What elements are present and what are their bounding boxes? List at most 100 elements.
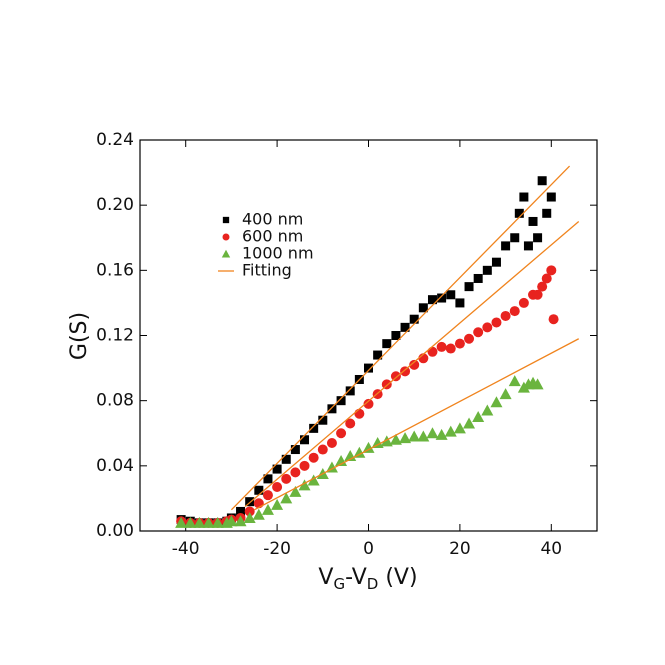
- point: [380, 435, 393, 447]
- legend-swatch: [222, 233, 230, 241]
- point: [523, 241, 533, 251]
- x-label-part: (V): [378, 565, 417, 590]
- point: [317, 444, 328, 455]
- point: [491, 257, 501, 267]
- point: [400, 322, 410, 332]
- point: [482, 265, 492, 275]
- legend-label: 400 nm: [242, 210, 303, 229]
- point: [290, 467, 301, 478]
- point: [345, 418, 356, 429]
- point: [464, 333, 475, 344]
- point: [531, 378, 544, 390]
- point: [308, 452, 319, 463]
- point: [518, 297, 529, 308]
- legend-swatch: [221, 249, 231, 258]
- fit-line: [230, 165, 580, 511]
- x-tick-label: -20: [263, 539, 291, 559]
- y-tick-label: 0.24: [96, 130, 134, 150]
- point: [261, 503, 274, 515]
- legend-label: 1000 nm: [242, 244, 314, 263]
- point: [362, 441, 375, 453]
- point: [243, 511, 256, 523]
- point: [271, 498, 284, 510]
- point: [298, 479, 311, 491]
- point: [371, 437, 384, 449]
- point: [202, 516, 215, 528]
- point: [263, 474, 273, 484]
- point: [300, 435, 310, 445]
- x-label-part: V: [318, 565, 333, 590]
- point: [501, 241, 511, 251]
- point: [463, 417, 476, 429]
- point: [289, 485, 302, 497]
- x-tick-label: -40: [172, 539, 200, 559]
- point: [211, 516, 224, 528]
- x-label-subscript: G: [333, 575, 345, 593]
- point: [436, 341, 447, 352]
- point: [437, 293, 447, 303]
- point: [389, 433, 402, 445]
- point: [473, 273, 483, 283]
- x-label-subscript: D: [367, 575, 379, 593]
- point: [281, 473, 292, 484]
- point: [225, 515, 238, 527]
- point: [252, 508, 265, 520]
- legend-swatch: [222, 216, 230, 224]
- point: [299, 460, 310, 471]
- point: [546, 192, 556, 202]
- point: [307, 474, 320, 486]
- legend-label: 600 nm: [242, 227, 303, 246]
- point: [454, 338, 465, 349]
- point: [418, 303, 428, 313]
- point: [499, 388, 512, 400]
- point: [345, 386, 355, 396]
- point: [427, 346, 438, 357]
- point: [400, 366, 411, 377]
- point: [244, 506, 255, 517]
- y-tick-label: 0.08: [96, 391, 134, 411]
- y-axis-label: G(S): [67, 312, 92, 360]
- point: [542, 208, 552, 218]
- point: [336, 428, 347, 439]
- point: [326, 438, 337, 449]
- point: [528, 216, 538, 226]
- point: [510, 233, 520, 243]
- point: [445, 343, 456, 354]
- point: [193, 516, 206, 528]
- point: [262, 490, 273, 501]
- point: [537, 176, 547, 186]
- x-tick-label: 40: [540, 539, 562, 559]
- point: [408, 430, 421, 442]
- point: [280, 492, 293, 504]
- point: [435, 428, 448, 440]
- point: [281, 454, 291, 464]
- x-tick-label: 20: [449, 539, 471, 559]
- point: [272, 464, 282, 474]
- point: [290, 445, 300, 455]
- point: [234, 515, 247, 527]
- x-tick-label: 0: [363, 539, 374, 559]
- point: [409, 314, 419, 324]
- point: [519, 192, 529, 202]
- x-axis-label: VG-VD (V): [318, 565, 417, 593]
- plot-frame: [139, 139, 598, 532]
- point: [399, 432, 412, 444]
- point: [444, 425, 457, 437]
- point: [481, 404, 494, 416]
- point: [409, 359, 420, 370]
- point: [175, 516, 188, 528]
- point: [382, 339, 392, 349]
- point: [327, 404, 337, 414]
- point: [508, 375, 521, 387]
- point: [514, 208, 524, 218]
- y-tick-label: 0.04: [96, 456, 134, 476]
- point: [390, 371, 401, 382]
- point: [309, 423, 319, 433]
- point: [184, 516, 197, 528]
- point: [391, 331, 401, 340]
- point: [363, 398, 374, 409]
- point: [364, 363, 373, 373]
- point: [546, 265, 557, 276]
- point: [509, 306, 520, 317]
